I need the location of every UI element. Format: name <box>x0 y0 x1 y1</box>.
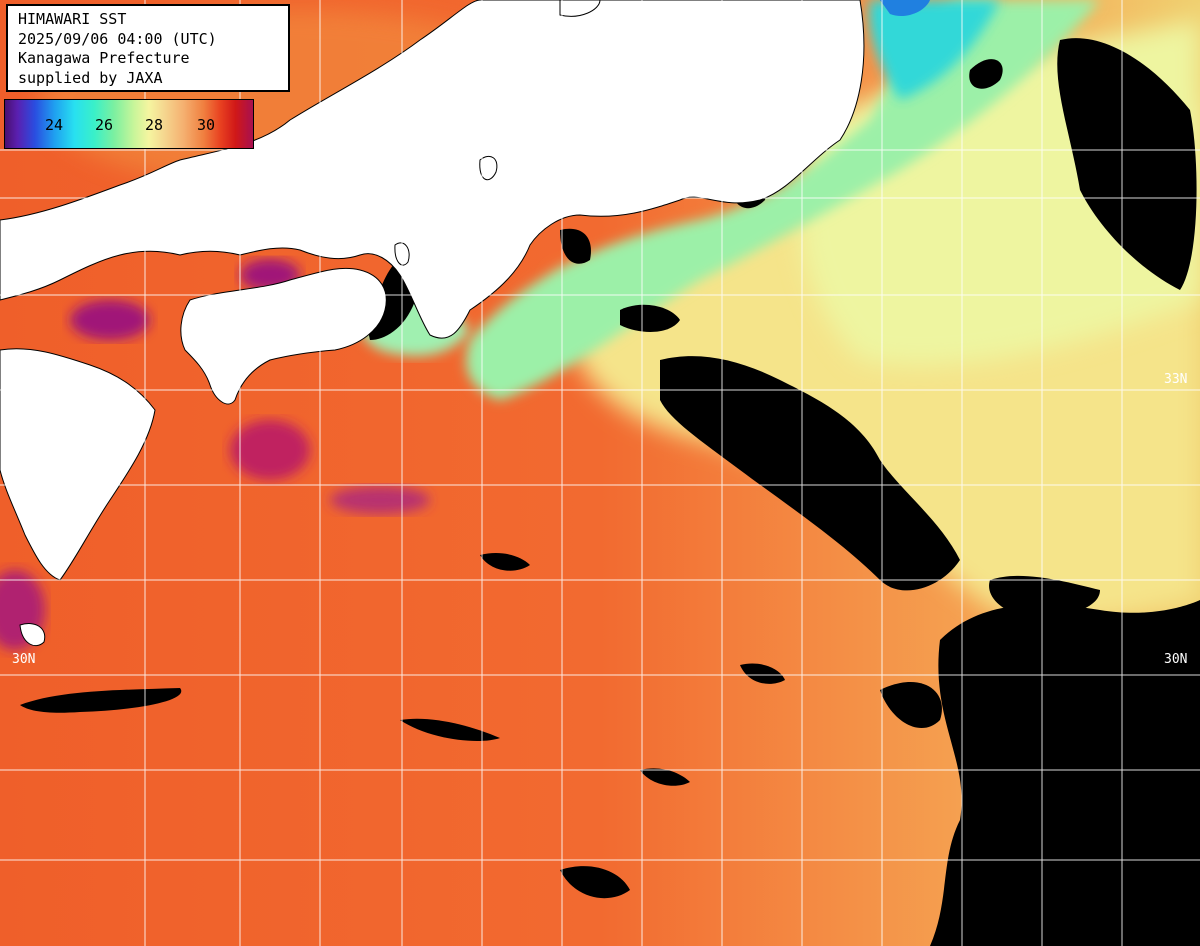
title-credit: supplied by JAXA <box>18 68 163 87</box>
hot-patch <box>70 300 150 340</box>
colorbar-tick-30: 30 <box>197 116 216 134</box>
temperature-colorbar: 24 26 28 30 <box>4 99 254 149</box>
title-product: HIMAWARI SST <box>18 10 127 28</box>
title-box: HIMAWARI SST 2025/09/06 04:00 (UTC) Kana… <box>6 4 290 92</box>
title-organization: Kanagawa Prefecture <box>18 49 190 67</box>
colorbar-tick-26: 26 <box>95 116 114 134</box>
land-mass <box>0 0 865 647</box>
coldest-patch <box>880 0 930 17</box>
hot-patch <box>330 486 430 514</box>
lat-label-30n-left: 30N <box>12 652 36 667</box>
cool-coastal-band <box>466 0 1100 400</box>
title-timestamp: 2025/09/06 04:00 (UTC) <box>18 29 217 48</box>
hot-patch <box>230 420 310 480</box>
lat-label-33n-right: 33N <box>1164 372 1188 387</box>
colorbar-tick-28: 28 <box>145 116 164 134</box>
lat-label-30n-right: 30N <box>1164 652 1188 667</box>
lon-label-136e: 136E <box>484 8 499 40</box>
colorbar-tick-24: 24 <box>45 116 64 134</box>
cold-patch <box>869 0 1000 100</box>
